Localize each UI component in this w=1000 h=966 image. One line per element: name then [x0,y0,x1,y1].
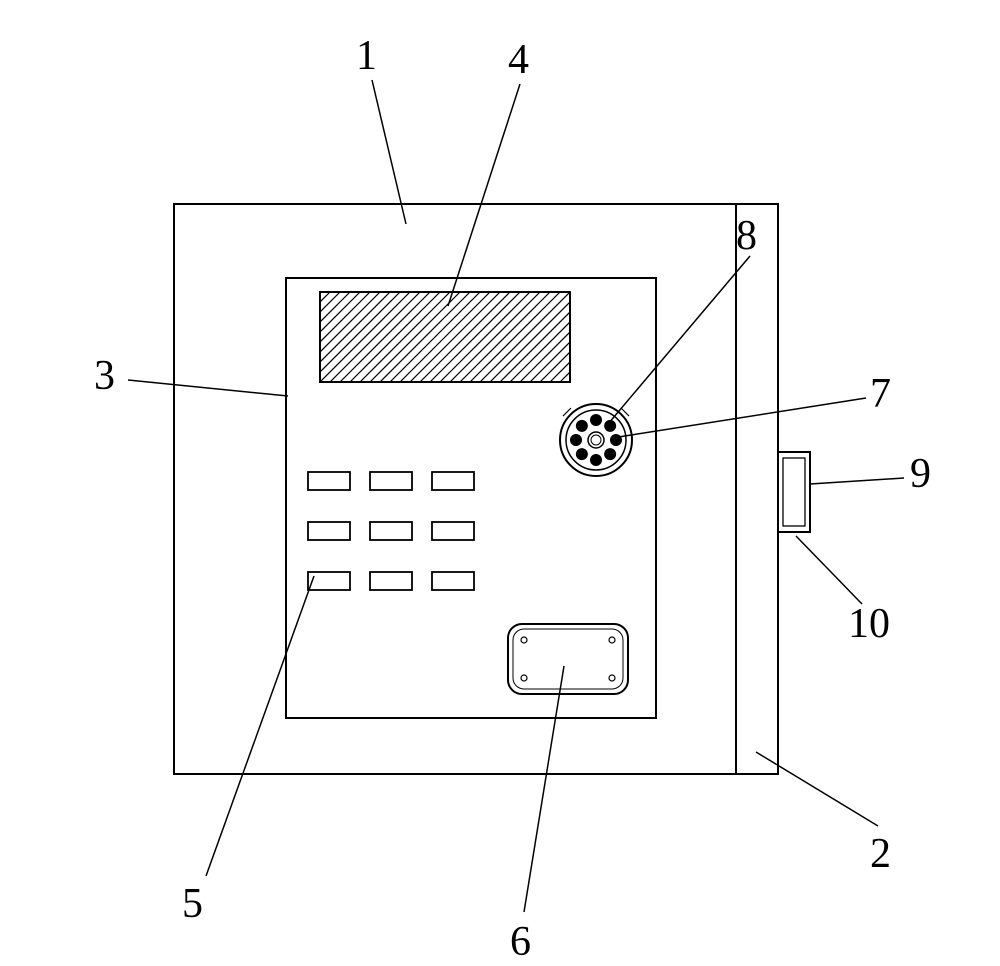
dial-hole [610,434,622,446]
dial-hole [604,448,616,460]
control-panel [286,278,656,718]
port-module[interactable] [508,624,628,694]
label-2: 2 [870,830,891,878]
label-9: 9 [910,450,931,498]
display-screen [230,292,740,382]
label-3: 3 [94,352,115,400]
label-7: 7 [870,370,891,418]
keypad-button[interactable] [432,572,474,590]
keypad-button[interactable] [370,522,412,540]
label-5: 5 [182,880,203,928]
keypad-button[interactable] [432,522,474,540]
outer-enclosure [174,204,778,774]
keypad-button[interactable] [308,472,350,490]
keypad-button[interactable] [308,522,350,540]
label-10: 10 [848,600,890,648]
label-8: 8 [736,212,757,260]
keypad-button[interactable] [432,472,474,490]
keypad-button[interactable] [370,572,412,590]
dial-hole [576,420,588,432]
keypad-button[interactable] [308,572,350,590]
label-1: 1 [356,32,377,80]
dial-hole [576,448,588,460]
label-4: 4 [508,36,529,84]
lock-dial[interactable] [560,404,632,476]
keypad[interactable] [308,472,474,590]
dial-hole [590,414,602,426]
dial-hole [590,454,602,466]
door-handle[interactable] [778,452,810,532]
side-panel [736,204,778,774]
keypad-button[interactable] [370,472,412,490]
dial-hole [570,434,582,446]
